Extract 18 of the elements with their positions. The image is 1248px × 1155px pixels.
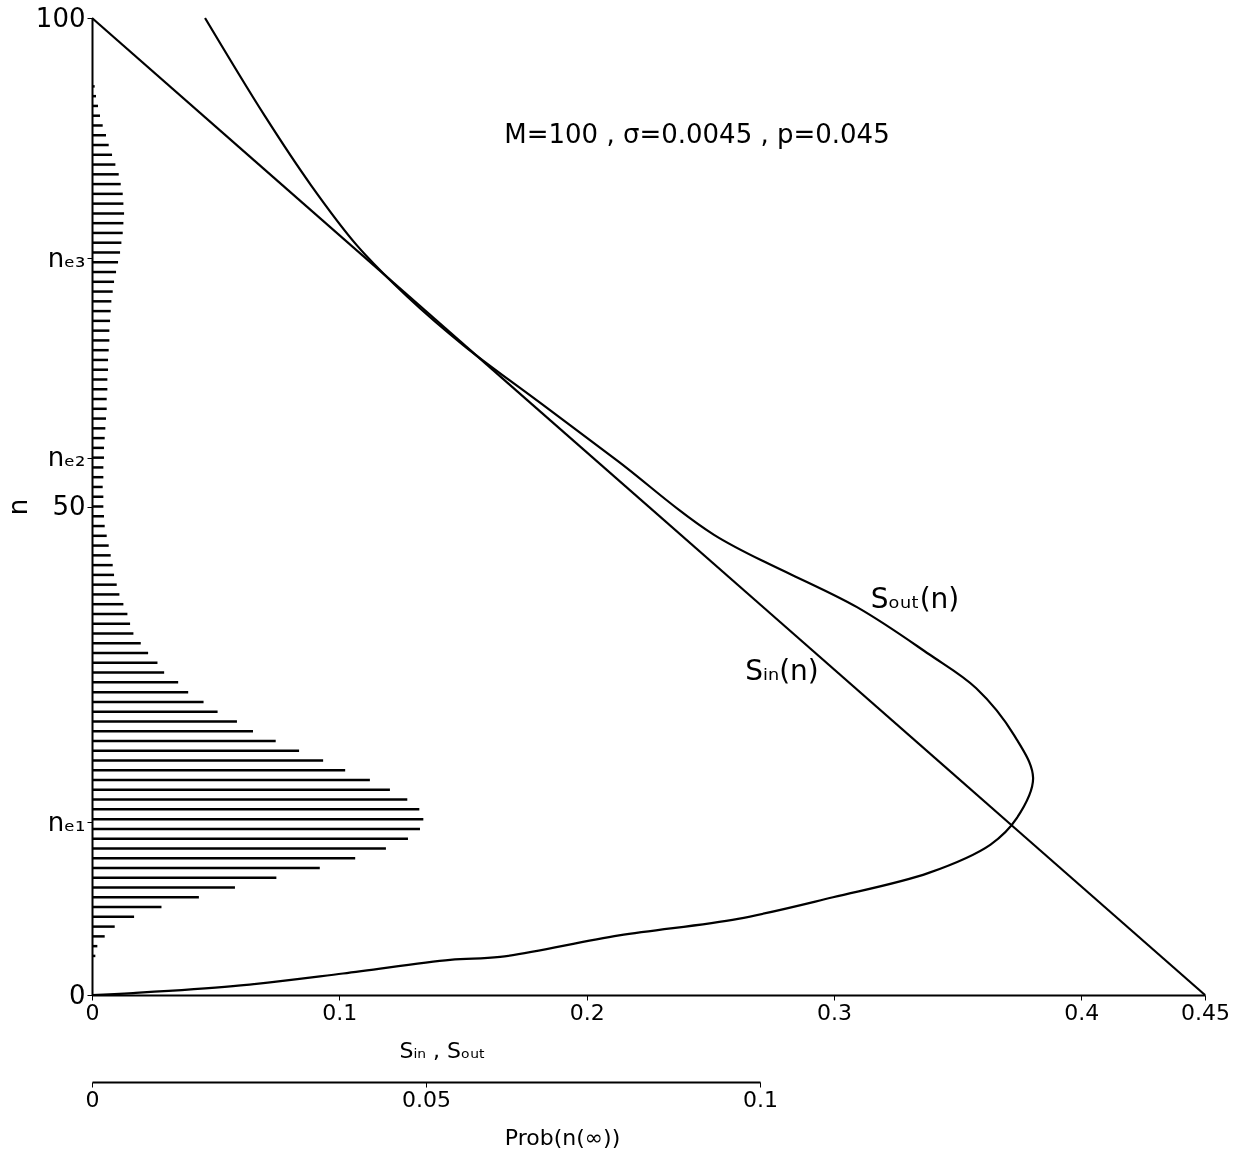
x-tick-label: 0.2 <box>569 999 605 1025</box>
x-tick-label: 0.1 <box>322 999 358 1025</box>
series-label: Sₒᵤₜ(n) <box>870 582 960 615</box>
annotation: M=100 , σ=0.0045 , p=0.045 <box>504 119 890 149</box>
x2-tick-label: 0.05 <box>402 1086 451 1112</box>
y-tick-label: 50 <box>52 491 86 521</box>
y-tick-label: nₑ₂ <box>47 442 86 473</box>
series-label: Sᵢₙ(n) <box>745 654 819 687</box>
y-tick-label: nₑ₁ <box>47 806 86 837</box>
y-tick-label: nₑ₃ <box>47 242 86 273</box>
x2-axis-title: Prob(n(∞)) <box>504 1124 621 1150</box>
x-tick-label: 0.4 <box>1064 999 1100 1025</box>
x-axis-title: Sᵢₙ , Sₒᵤₜ <box>399 1037 486 1063</box>
y-tick-label: 100 <box>35 2 86 33</box>
x2-tick-label: 0.1 <box>743 1086 778 1112</box>
x-tick-label: 0.3 <box>817 999 852 1025</box>
x-tick-label: 0.45 <box>1181 999 1230 1025</box>
y-axis-title: n <box>2 498 33 516</box>
